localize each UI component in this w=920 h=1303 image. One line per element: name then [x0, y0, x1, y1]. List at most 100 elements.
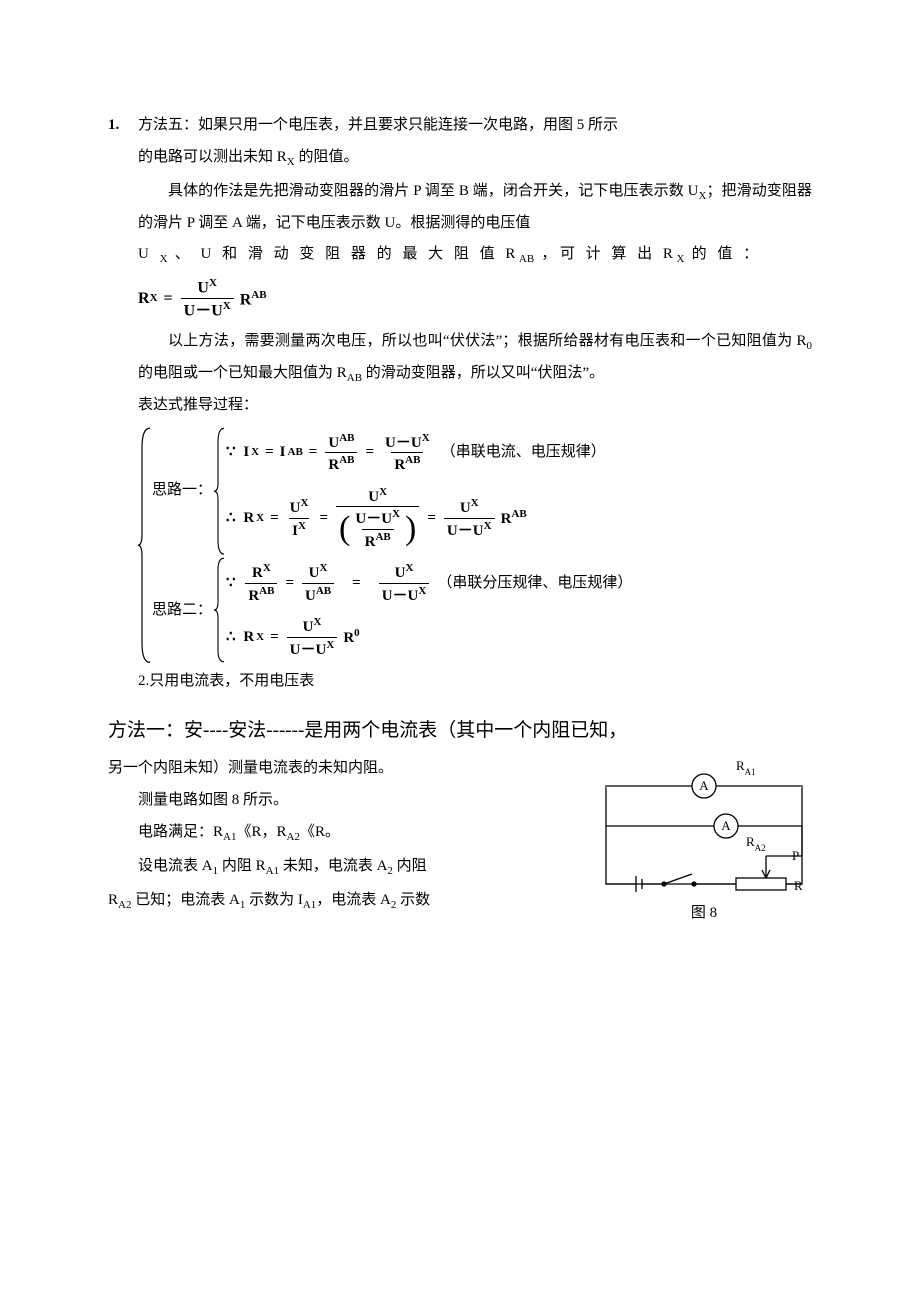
p4a: 以上方法，需要测量两次电压，所以也叫“伏伏法”；根据所给器材有电压表和一个已知阻… [168, 333, 807, 349]
section-2-heading: 2.只用电流表，不用电压表 [138, 666, 812, 698]
t: X [471, 497, 479, 509]
t: 示数为 I [245, 892, 303, 908]
t: AB [339, 432, 354, 444]
t: U [316, 642, 327, 658]
paragraph-1: 方法五：如果只用一个电压表，并且要求只能连接一次电路，用图 5 所示 的电路可以… [138, 110, 812, 174]
t: U [305, 588, 316, 604]
ra2-label: RA2 [746, 834, 766, 853]
t: X [251, 447, 259, 458]
note-2: （串联分压规律、电压规律） [437, 576, 632, 591]
outer-brace-icon [138, 426, 152, 665]
t: AB [316, 585, 331, 597]
m1b: 另一个内阻未知）测量电流表的未知内阻。 [108, 752, 588, 784]
t: R [243, 511, 254, 526]
deriv-line-3: ∵ RXRAB = UXUAB = UXU－UX （串联分压规律、电压规律） [226, 556, 632, 610]
t: AB [259, 585, 274, 597]
paragraph-5: 表达式推导过程： [138, 390, 812, 422]
p3a-sub: X [160, 253, 168, 265]
t: A1 [266, 865, 279, 877]
p3b: 、 U 和 滑 动 变 阻 器 的 最 大 阻 值 R [168, 246, 519, 262]
t: X [263, 562, 271, 574]
sym-because: ∵ [226, 576, 236, 591]
slider-p-label: P [792, 848, 799, 863]
t: U [368, 489, 379, 505]
t: AB [375, 531, 390, 543]
t: X [392, 508, 400, 520]
t: 《R。 [300, 824, 340, 840]
figure-8-caption: 图 8 [596, 898, 812, 930]
t: U [328, 435, 339, 451]
t: 示数 [396, 892, 430, 908]
f-rhs: R [240, 291, 252, 308]
t: U [290, 642, 301, 658]
f-num-sup: X [209, 277, 217, 289]
f-den: U－U [184, 303, 223, 320]
t: X [301, 497, 309, 509]
p3a: U [138, 246, 160, 262]
t: X [326, 639, 334, 651]
p4b: 的电阻或一个已知最大阻值为 R [138, 365, 347, 381]
main-formula: RX = UX U－UX RAB [138, 277, 812, 320]
f-num: U [197, 280, 209, 297]
deriv-line-4: ∴ RX = UXU－UX R0 [226, 610, 632, 664]
ra1-label: RA1 [736, 758, 756, 777]
t: R [394, 457, 405, 473]
t: A2 [118, 899, 131, 911]
t: ，电流表 A [316, 892, 391, 908]
circuit-figure-8: A A RA1 RA2 P R 图 8 [596, 756, 812, 930]
t: 内阻 [393, 858, 427, 874]
t: 设电流表 A [138, 858, 213, 874]
t: R [501, 511, 512, 527]
method-1-title: 方法一：安----安法------是用两个电流表（其中一个内阻已知， [108, 712, 812, 750]
t: A2 [286, 831, 299, 843]
m1a: 方法一：安----安法------是用两个电流表（其中一个内阻已知， [108, 720, 627, 741]
t: U [290, 500, 301, 516]
paragraph-4: 以上方法，需要测量两次电压，所以也叫“伏伏法”；根据所给器材有电压表和一个已知阻… [138, 326, 812, 390]
t: R [108, 892, 118, 908]
f-rhs-sup: AB [251, 289, 266, 301]
p3d: 的 值 ： [684, 246, 761, 262]
p1-line2b: 的阻值。 [295, 149, 359, 165]
t: R [243, 630, 254, 645]
p1-line2a: 的电路可以测出未知 R [138, 149, 287, 165]
t: X [298, 520, 306, 532]
t: X [313, 616, 321, 628]
t: 已知；电流表 A [131, 892, 239, 908]
t: U [382, 588, 393, 604]
ammeter-2-label: A [721, 818, 731, 833]
t: R [248, 588, 259, 604]
t: U [309, 565, 320, 581]
sym-therefore: ∴ [226, 511, 236, 526]
p2a: 具体的作法是先把滑动变阻器的滑片 P 调至 B 端，闭合开关，记下电压表示数 U [168, 183, 699, 199]
t: 电路满足：R [138, 824, 223, 840]
t: U [303, 619, 314, 635]
deriv-line-1: ∵ IX = IAB = UABRAB = U－UXRAB （串联电流、电压规律… [226, 426, 606, 480]
label-approach-2: 思路二： [152, 556, 214, 664]
t: R [365, 534, 376, 550]
t: X [256, 632, 264, 643]
t: U [447, 523, 458, 539]
t: X [418, 585, 426, 597]
t: X [379, 486, 387, 498]
t: R [252, 565, 263, 581]
f-lhs-sup: X [150, 293, 158, 304]
p1-line1: 方法五：如果只用一个电压表，并且要求只能连接一次电路，用图 5 所示 [138, 117, 618, 133]
t: AB [288, 447, 303, 458]
t: U [460, 500, 471, 516]
t: X [256, 513, 264, 524]
t: 《R，R [236, 824, 286, 840]
t: A1 [303, 899, 316, 911]
t: 未知，电流表 A [279, 858, 387, 874]
p4a-sub: 0 [807, 340, 813, 352]
r-label: R [794, 878, 803, 893]
t: U [395, 565, 406, 581]
p1-sub: X [287, 156, 295, 168]
t: AB [339, 454, 354, 466]
l3: 设电流表 A1 内阻 RA1 未知，电流表 A2 内阻 [108, 850, 588, 884]
brace-2-icon [214, 556, 226, 664]
t: 内阻 R [218, 858, 266, 874]
t: U [473, 523, 484, 539]
t: R [343, 630, 354, 646]
t: 0 [354, 627, 360, 639]
paragraph-2: 具体的作法是先把滑动变阻器的滑片 P 调至 B 端，闭合开关，记下电压表示数 U… [138, 176, 812, 240]
